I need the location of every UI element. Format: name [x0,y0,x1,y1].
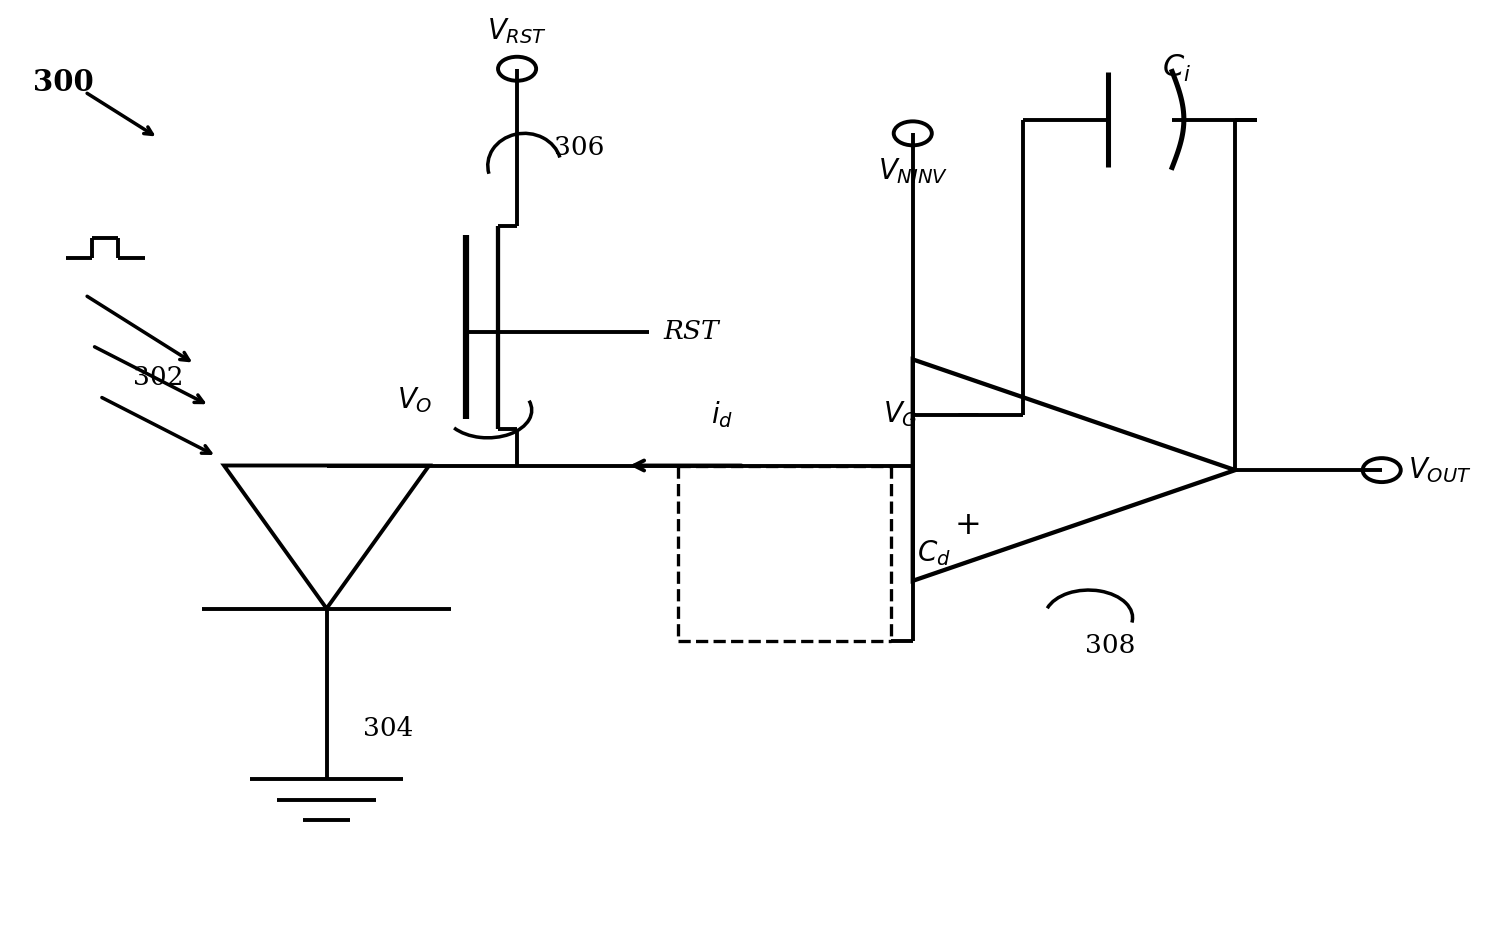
Text: 300: 300 [33,68,94,97]
Text: $i_d$: $i_d$ [712,399,734,430]
Text: $V_O$: $V_O$ [396,385,432,414]
Text: $C_d$: $C_d$ [917,538,951,568]
Text: $V_{RST}$: $V_{RST}$ [487,16,546,46]
Text: $C_i$: $C_i$ [1161,53,1191,85]
Text: $V_{OUT}$: $V_{OUT}$ [1409,455,1471,485]
Text: $-$: $-$ [954,399,980,430]
Text: 304: 304 [363,716,414,741]
Text: 308: 308 [1085,633,1136,658]
Text: RST: RST [664,319,719,344]
Text: 302: 302 [133,365,183,390]
Text: 306: 306 [554,135,605,160]
Text: $V_{NINV}$: $V_{NINV}$ [877,156,948,186]
Text: $+$: $+$ [954,510,980,541]
Text: $V_G$: $V_G$ [883,398,919,428]
